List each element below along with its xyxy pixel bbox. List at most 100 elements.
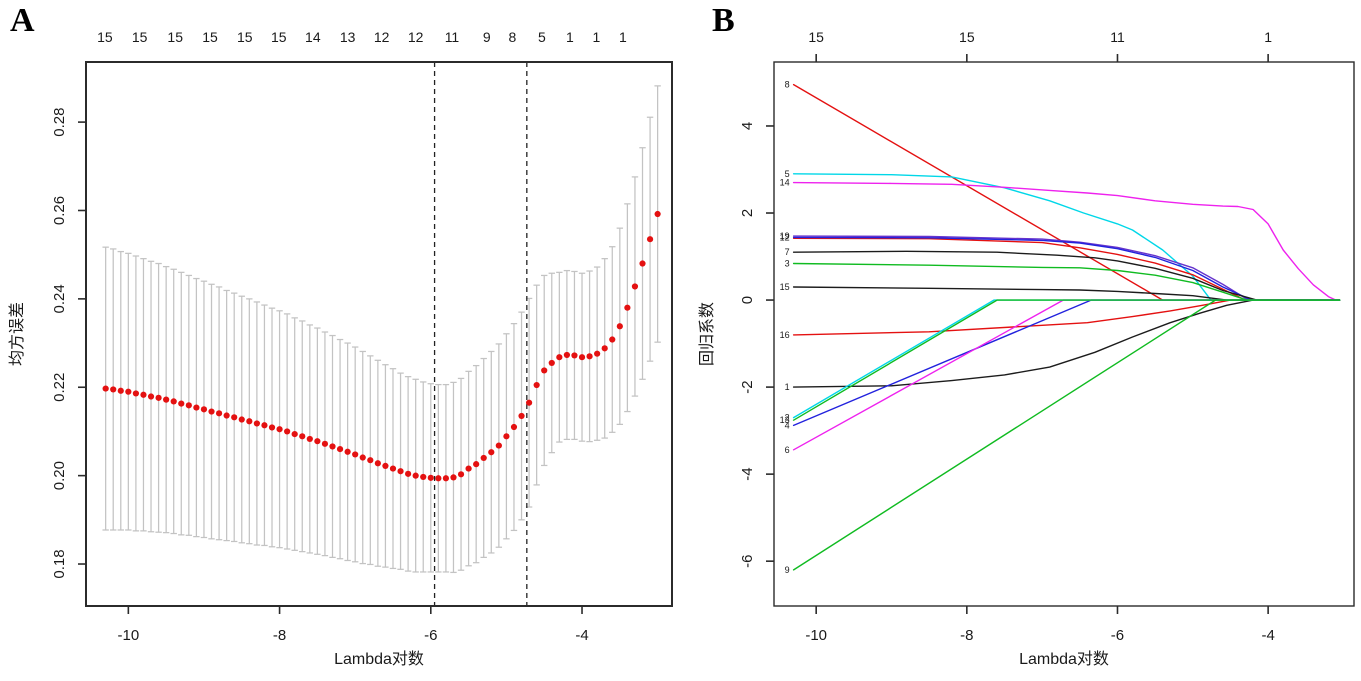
y-tick-label: -4 <box>739 467 756 480</box>
x-tick-label: -6 <box>1111 627 1124 644</box>
cv-dot <box>291 430 298 438</box>
cv-dot <box>268 424 276 431</box>
cv-dot <box>261 422 268 429</box>
cv-dot <box>646 236 654 243</box>
curve-label: 5 <box>785 169 790 179</box>
cv-dot <box>465 465 472 472</box>
y-tick-label: 0.26 <box>51 196 68 225</box>
cv-dot <box>616 323 623 330</box>
cv-dot <box>321 440 329 447</box>
coef-path-14 <box>792 181 1341 301</box>
curve-label: 16 <box>780 330 790 340</box>
cv-dot <box>314 438 321 445</box>
cv-dot <box>132 390 140 397</box>
coef-path-6 <box>792 299 1341 451</box>
curve-label: 6 <box>785 445 790 455</box>
cv-dot <box>435 475 442 482</box>
cv-dot <box>102 385 109 392</box>
x-tick-label: -6 <box>424 627 437 644</box>
y-tick-label: 0.22 <box>51 373 68 402</box>
top-axis-label: 5 <box>538 29 546 45</box>
x-tick-label: -8 <box>273 627 286 644</box>
x-axis-title: Lambda对数 <box>1019 650 1109 668</box>
cv-dot <box>495 442 502 449</box>
curve-label: 15 <box>780 282 790 292</box>
cv-dot <box>140 391 147 398</box>
y-axis-title: 回归系数 <box>698 302 716 366</box>
top-axis-label: 11 <box>445 29 460 45</box>
cv-dot <box>563 351 570 359</box>
cv-dot <box>246 418 253 425</box>
curve-label: 4 <box>785 420 790 430</box>
curve-label: 9 <box>785 565 790 575</box>
top-axis-label: 1 <box>566 29 574 45</box>
y-tick-label: 0.24 <box>51 284 68 313</box>
coef-path-13 <box>792 299 1341 421</box>
cv-dot <box>503 433 510 440</box>
cv-dot <box>389 465 397 472</box>
cv-dot <box>200 406 208 413</box>
cv-dot <box>518 412 525 420</box>
coef-path-16 <box>792 299 1341 336</box>
cv-dot <box>578 354 586 361</box>
cv-dot <box>147 393 155 400</box>
x-tick-label: -4 <box>1261 627 1274 644</box>
y-tick-label: 4 <box>739 122 756 130</box>
coef-path-1 <box>792 299 1341 388</box>
y-tick-label: 0.20 <box>51 461 68 490</box>
cv-dot <box>329 443 336 450</box>
top-axis-label: 15 <box>271 29 287 45</box>
top-axis-label: 15 <box>808 29 824 45</box>
cv-dot <box>556 354 563 361</box>
cv-dot <box>427 474 434 481</box>
curve-label: 1 <box>785 382 790 392</box>
coef-path-4 <box>792 299 1341 427</box>
x-tick-label: -10 <box>117 627 139 644</box>
cv-dot <box>253 420 260 427</box>
x-tick-label: -10 <box>805 627 827 644</box>
cv-dot <box>541 367 548 374</box>
x-axis-title: Lambda对数 <box>334 650 424 668</box>
cv-dot <box>510 423 518 431</box>
cv-dot <box>178 400 185 407</box>
cv-dot <box>185 402 192 409</box>
top-axis-label: 15 <box>167 29 183 45</box>
top-axis-label: 13 <box>340 29 356 45</box>
cv-dot <box>405 470 412 477</box>
cv-dot <box>601 345 608 352</box>
cv-dot <box>276 426 283 433</box>
top-axis-label: 15 <box>959 29 975 45</box>
top-axis-label: 12 <box>408 29 424 45</box>
panel-b-letter: B <box>712 2 735 39</box>
cv-dot <box>367 457 374 464</box>
cv-dot <box>631 283 639 290</box>
cv-dot <box>110 386 117 393</box>
top-axis-label: 11 <box>1110 29 1125 45</box>
y-tick-label: 0.18 <box>51 549 68 578</box>
top-axis-label: 12 <box>374 29 390 45</box>
curve-label: 2 <box>785 413 790 423</box>
cv-dot <box>624 304 631 311</box>
cv-dot <box>170 398 177 405</box>
top-axis-label: 15 <box>132 29 148 45</box>
cv-dot <box>412 472 419 479</box>
cv-dot <box>155 394 162 401</box>
cv-dot <box>397 468 404 475</box>
top-axis-label: 9 <box>483 29 491 45</box>
curve-label: 7 <box>785 247 790 257</box>
cv-dot <box>238 416 245 423</box>
panel-a-letter: A <box>10 2 35 39</box>
cv-dot <box>284 428 291 435</box>
cv-dot <box>215 410 223 417</box>
cv-dot <box>231 414 238 421</box>
cv-dot <box>457 471 465 478</box>
cv-dot <box>336 446 344 453</box>
cv-dot <box>609 336 616 343</box>
cv-dot <box>193 404 200 411</box>
cv-dot <box>420 473 427 481</box>
plot-box <box>773 61 1355 607</box>
top-axis-label: 15 <box>202 29 218 45</box>
cv-dot <box>344 448 351 455</box>
